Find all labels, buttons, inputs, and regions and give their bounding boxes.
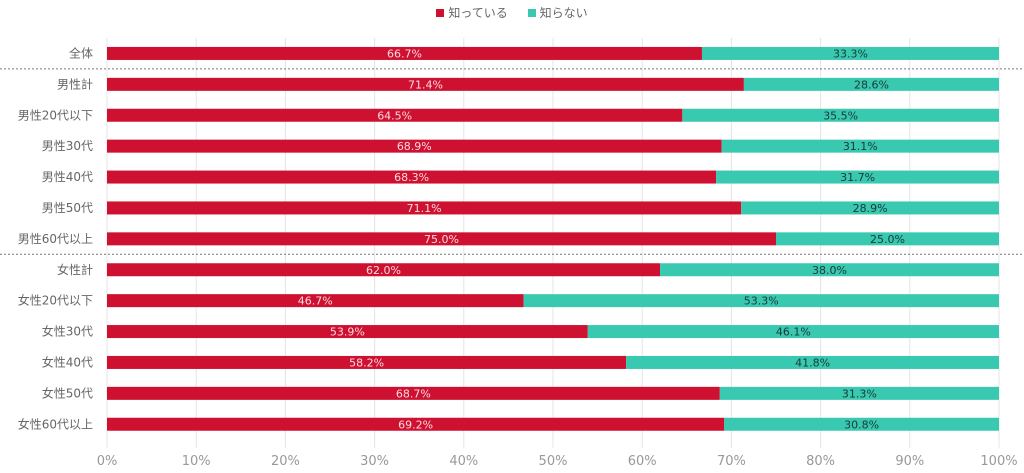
data-label: 68.7% [396,387,431,400]
bar-unknown[interactable] [719,386,999,400]
category-label: 女性40代 [42,354,93,369]
x-tick-label: 20% [271,454,300,469]
data-label: 68.9% [397,140,432,153]
bar-unknown[interactable] [716,170,999,184]
x-tick-label: 100% [980,454,1017,469]
bar-known[interactable] [107,386,720,400]
data-label: 28.6% [854,78,889,91]
bar-unknown[interactable] [587,325,999,339]
bar-unknown[interactable] [776,232,999,246]
bar-known[interactable] [107,139,722,153]
bars: 66.7% 33.3% 71.4% 28.6% 64.5% 35.5% 68.9% 31.1%… [107,46,999,431]
bar-unknown[interactable] [701,46,999,60]
x-tick-label: 70% [717,454,746,469]
category-label: 男性60代以上 [18,232,93,246]
bar-known[interactable] [107,201,742,215]
bar-unknown[interactable] [724,417,999,431]
x-tick-label: 60% [628,454,657,469]
bar-unknown[interactable] [682,108,999,122]
data-label: 53.3% [744,295,779,308]
bar-unknown[interactable] [660,263,999,277]
bar-unknown[interactable] [741,201,999,215]
legend-label-known: 知っている [448,6,508,20]
x-tick-label: 40% [449,454,478,469]
category-label: 女性60代以上 [18,416,93,431]
data-label: 58.2% [349,356,384,369]
category-labels: 全体男性計男性20代以下男性30代男性40代男性50代男性60代以上女性計女性2… [18,45,93,431]
x-tick-label: 10% [182,454,211,469]
bar-known[interactable] [107,355,627,369]
bar-known[interactable] [107,232,776,246]
data-label: 35.5% [823,109,858,122]
legend-item-unknown[interactable]: 知らない [527,4,588,21]
category-label: 女性50代 [42,385,93,400]
data-label: 46.7% [298,295,333,308]
bar-known[interactable] [107,263,661,277]
category-label: 全体 [69,45,93,60]
data-label: 64.5% [377,109,412,122]
bar-unknown[interactable] [743,77,999,91]
x-tick-label: 0% [97,454,118,469]
bar-known[interactable] [107,170,717,184]
data-label: 28.9% [853,202,888,215]
legend-label-unknown: 知らない [539,6,588,20]
category-label: 男性30代 [42,139,93,153]
data-label: 31.7% [840,171,875,184]
data-label: 38.0% [812,264,847,277]
category-label: 男性40代 [42,170,93,184]
data-label: 75.0% [424,233,459,246]
category-label: 女性計 [57,262,93,277]
data-label: 33.3% [833,47,868,60]
x-tick-label: 90% [895,454,924,469]
bar-known[interactable] [107,108,683,122]
data-label: 68.3% [394,171,429,184]
bar-known[interactable] [107,417,725,431]
data-label: 53.9% [330,326,365,339]
bar-unknown[interactable] [721,139,999,153]
category-label: 女性30代 [42,324,93,339]
category-label: 男性50代 [42,201,93,215]
data-label: 31.1% [843,140,878,153]
group-separators [0,68,1024,255]
x-tick-labels: 0% 10% 20% 30% 40% 50% 60% 70% 80% 90% 100% [97,454,1018,469]
data-label: 30.8% [844,418,879,431]
data-label: 62.0% [366,264,401,277]
legend: 知っている 知らない [0,4,1024,21]
data-label: 25.0% [870,233,905,246]
data-label: 69.2% [398,418,433,431]
bar-unknown[interactable] [626,355,999,369]
legend-swatch-known [436,8,445,17]
bar-known[interactable] [107,46,702,60]
category-label: 女性20代以下 [18,293,93,308]
bar-known[interactable] [107,325,588,339]
data-label: 71.4% [408,78,443,91]
data-label: 31.3% [842,387,877,400]
bar-known[interactable] [107,77,744,91]
bar-unknown[interactable] [523,294,999,308]
x-tick-label: 30% [360,454,389,469]
data-label: 41.8% [795,356,830,369]
legend-swatch-unknown [527,8,536,17]
category-label: 男性20代以下 [18,108,93,122]
data-label: 46.1% [776,326,811,339]
category-label: 男性計 [57,76,93,91]
x-tick-label: 80% [806,454,835,469]
data-label: 66.7% [387,47,422,60]
legend-item-known[interactable]: 知っている [436,4,508,21]
data-label: 71.1% [407,202,442,215]
x-tick-label: 50% [539,454,568,469]
bar-known[interactable] [107,294,524,308]
